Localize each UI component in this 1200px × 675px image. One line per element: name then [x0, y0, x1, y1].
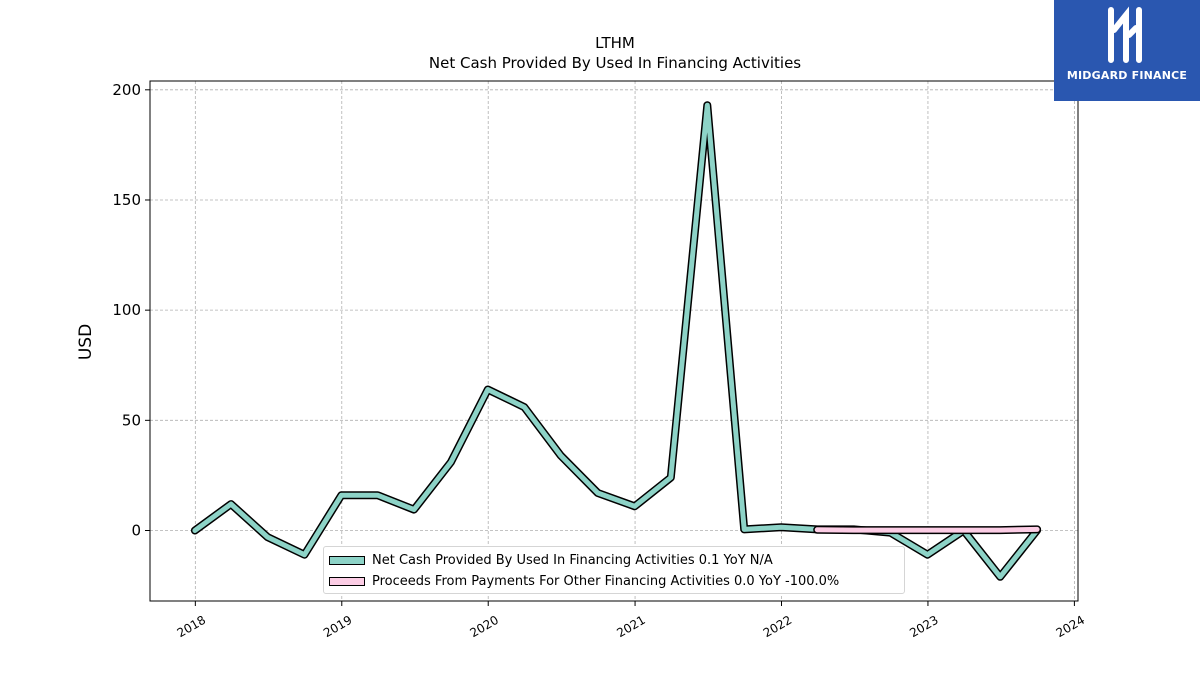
legend-item-other-financing: Proceeds From Payments For Other Financi… — [324, 571, 839, 591]
x-tick-label: 2019 — [321, 613, 354, 640]
x-tick-label: 2024 — [1054, 613, 1087, 640]
y-tick-label: 100 — [112, 301, 141, 319]
y-tick-label: 200 — [112, 81, 141, 99]
y-axis: 0 50 100 150 200 — [112, 81, 150, 539]
x-tick-label: 2023 — [907, 613, 940, 640]
y-tick-label: 50 — [122, 411, 141, 429]
legend-swatch-other-financing — [329, 576, 365, 586]
x-tick-label: 2021 — [614, 613, 647, 640]
series-layer — [190, 101, 1042, 581]
series-line-net-cash — [192, 102, 1040, 580]
y-tick-label: 150 — [112, 191, 141, 209]
grid-lines — [150, 81, 1078, 601]
chart-title: LTHM — [595, 34, 635, 52]
chart-subtitle: Net Cash Provided By Used In Financing A… — [429, 54, 801, 72]
logo-mark-icon — [1108, 6, 1142, 63]
brand-name: MIDGARD FINANCE — [1066, 69, 1188, 82]
plot-frame — [149, 80, 1079, 602]
brand-logo: MIDGARD FINANCE — [1054, 0, 1200, 101]
y-tick-label: 0 — [131, 521, 141, 539]
series-outline-net-cash — [190, 101, 1042, 581]
y-axis-label: USD — [76, 324, 96, 360]
series-line-other-financing — [814, 526, 1040, 533]
legend: Net Cash Provided By Used In Financing A… — [323, 546, 905, 594]
x-tick-label: 2022 — [761, 613, 794, 640]
legend-label-net-cash: Net Cash Provided By Used In Financing A… — [372, 552, 773, 568]
legend-swatch-net-cash — [329, 555, 365, 565]
x-tick-label: 2020 — [467, 613, 500, 640]
legend-item-net-cash: Net Cash Provided By Used In Financing A… — [324, 550, 773, 570]
x-axis: 2018 2019 2020 2021 2022 2023 2024 — [175, 601, 1087, 640]
legend-label-other-financing: Proceeds From Payments For Other Financi… — [372, 573, 840, 589]
x-tick-label: 2018 — [175, 613, 208, 640]
